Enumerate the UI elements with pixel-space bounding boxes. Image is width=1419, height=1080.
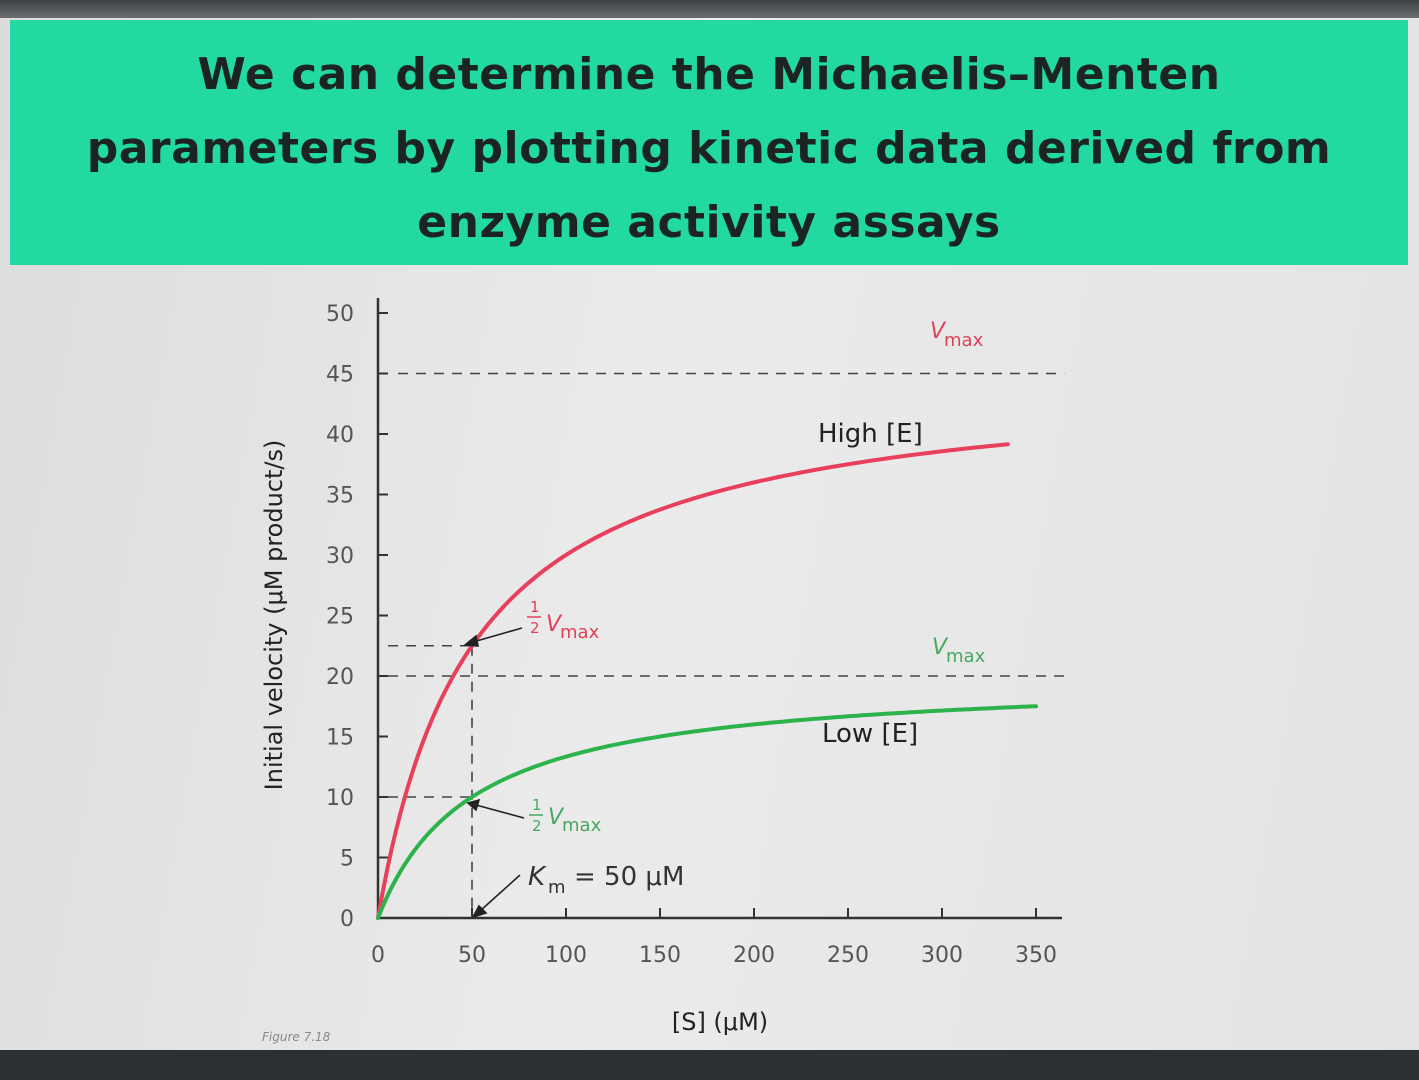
- arrowhead-km: [471, 904, 488, 919]
- title-banner: We can determine the Michaelis–Menten pa…: [10, 20, 1408, 265]
- half-high-sub: max: [560, 622, 600, 643]
- x-tick-label: 300: [921, 943, 963, 968]
- half-high-num: 1: [530, 598, 540, 616]
- y-ticks: 0 5 10 15 20 25 30 35 40 45 50: [326, 302, 388, 932]
- guide-lines: [388, 372, 1065, 918]
- half-high-den: 2: [530, 619, 540, 637]
- slide-title-line-2: parameters by plotting kinetic data deri…: [86, 123, 1332, 174]
- vmax-high-sub: max: [944, 330, 984, 351]
- arrowhead-half-vmax-low: [466, 798, 481, 812]
- series-line-low-e: [376, 704, 1038, 920]
- vmax-low-sub: max: [946, 646, 986, 667]
- half-low-den: 2: [532, 817, 542, 835]
- y-tick-label: 45: [326, 363, 354, 388]
- arrow-half-vmax-high: [472, 627, 523, 643]
- x-ticks: 0 50 100 150 200 250 300 350: [371, 908, 1057, 968]
- series-label-low: Low [E]: [822, 719, 918, 749]
- x-tick-label: 0: [371, 943, 385, 968]
- km-value: = 50 μM: [574, 862, 684, 892]
- slide-title-line-1: We can determine the Michaelis–Menten: [197, 49, 1221, 100]
- km-sub: m: [548, 877, 566, 898]
- vmax-low-v: V: [932, 635, 949, 660]
- half-low-num: 1: [532, 796, 542, 814]
- half-low-sub: max: [562, 815, 602, 836]
- bottom-bar: [0, 1050, 1419, 1080]
- y-axis-title: Initial velocity (μM product/s): [260, 440, 288, 791]
- y-tick-label: 0: [340, 907, 354, 932]
- series-label-high: High [E]: [818, 419, 923, 449]
- x-tick-label: 150: [639, 943, 681, 968]
- y-tick-label: 20: [326, 665, 354, 690]
- series-line-high-e: [376, 442, 1010, 920]
- axes: [376, 298, 1062, 920]
- y-tick-label: 40: [326, 423, 354, 448]
- slide-title-line-3: enzyme activity assays: [417, 197, 1001, 248]
- vmax-label-high: V max: [930, 319, 984, 351]
- km-symbol: K: [528, 862, 547, 892]
- km-label: K m = 50 μM: [528, 862, 684, 898]
- arrow-km: [479, 874, 521, 912]
- x-tick-label: 200: [733, 943, 775, 968]
- half-high-v: V: [546, 612, 563, 637]
- curves: [376, 442, 1038, 920]
- y-tick-label: 30: [326, 544, 354, 569]
- y-tick-label: 5: [340, 847, 354, 872]
- vmax-high-v: V: [930, 319, 947, 344]
- x-axis-title: [S] (μM): [672, 1008, 768, 1036]
- y-tick-label: 15: [326, 726, 354, 751]
- slide-title: We can determine the Michaelis–Menten pa…: [10, 38, 1408, 260]
- y-tick-label: 50: [326, 302, 354, 327]
- top-edge: [0, 0, 1419, 18]
- y-tick-label: 35: [326, 484, 354, 509]
- x-tick-label: 100: [545, 943, 587, 968]
- arrow-half-vmax-low: [475, 804, 525, 819]
- half-vmax-label-low: 1 2 V max: [529, 796, 602, 836]
- vmax-label-low: V max: [932, 635, 986, 667]
- half-low-v: V: [548, 805, 565, 830]
- arrowhead-half-vmax-high: [462, 634, 479, 647]
- half-vmax-label-high: 1 2 V max: [527, 598, 600, 643]
- x-tick-label: 250: [827, 943, 869, 968]
- y-tick-label: 25: [326, 605, 354, 630]
- annotation-arrows: [462, 627, 525, 919]
- figure-caption: Figure 7.18: [262, 1030, 331, 1044]
- x-tick-label: 50: [458, 943, 486, 968]
- y-tick-label: 10: [326, 786, 354, 811]
- x-tick-label: 350: [1015, 943, 1057, 968]
